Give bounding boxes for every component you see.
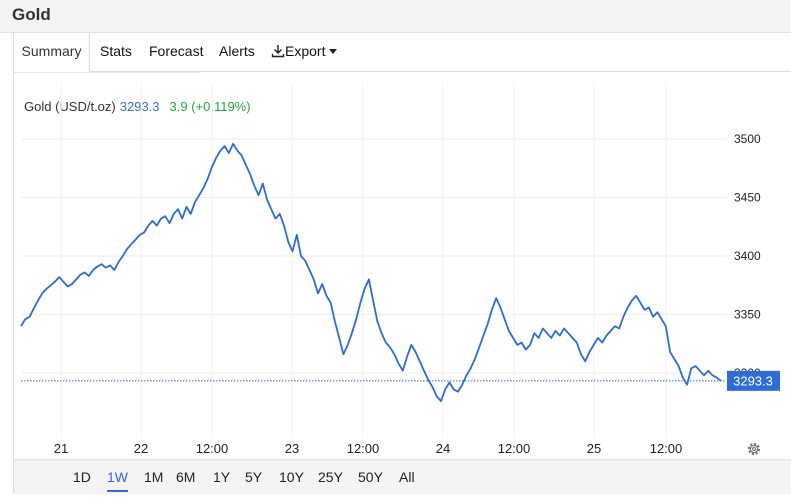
range-button-1y[interactable]: 1Y	[213, 469, 231, 485]
price-chart: 33003350340034503500 212212:002312:00241…	[20, 83, 780, 456]
tab-underline	[14, 72, 199, 73]
tab-forecast-label: Forecast	[149, 43, 204, 59]
chart-grid	[21, 83, 726, 438]
x-tick-label: 23	[285, 441, 299, 456]
y-tick-label: 3400	[734, 249, 761, 263]
x-tick-label: 22	[134, 441, 148, 456]
tab-stats-label: Stats	[100, 43, 132, 59]
chart-series-layer	[20, 142, 722, 403]
y-tick-label: 3500	[734, 132, 761, 146]
quote-line: Gold (USD/t.oz) 3293.3 3.9 (+0.119%)	[24, 99, 251, 114]
tab-export-label: Export	[285, 43, 326, 59]
page-title: Gold	[12, 5, 51, 24]
x-tick-label: 12:00	[650, 441, 683, 456]
range-button-10y[interactable]: 10Y	[279, 469, 304, 485]
x-tick-label: 12:00	[196, 441, 229, 456]
x-tick-label: 25	[587, 441, 601, 456]
title-bar: Gold	[0, 0, 791, 33]
range-button-1m[interactable]: 1M	[144, 469, 164, 485]
y-tick-label: 3350	[734, 308, 761, 322]
tab-forecast[interactable]: Forecast	[149, 33, 203, 71]
last-price: 3293.3	[119, 99, 160, 114]
tab-summary[interactable]: Summary	[14, 33, 90, 72]
price-change: 3.9 (+0.119%)	[169, 99, 251, 114]
tab-summary-label: Summary	[21, 43, 82, 59]
series-line	[20, 142, 722, 403]
x-tick-label: 12:00	[498, 441, 531, 456]
x-tick-label: 21	[54, 441, 68, 456]
last-price-tag	[727, 370, 780, 391]
range-button-all[interactable]: All	[399, 469, 415, 485]
x-axis-tick-labels: 21 22 12:00 23 12:00 24 12:00 25 12:00	[54, 441, 683, 456]
x-tick-label: 12:00	[347, 441, 380, 456]
range-button-50y[interactable]: 50Y	[358, 469, 383, 485]
range-button-25y[interactable]: 25Y	[318, 469, 343, 485]
tab-alerts-label: Alerts	[219, 43, 255, 59]
chart-card: Summary Stats Forecast Alerts Export Gol…	[13, 33, 791, 494]
range-button-5y[interactable]: 5Y	[245, 469, 263, 485]
x-tick-label: 24	[436, 441, 450, 456]
y-tick-label: 3450	[734, 191, 761, 205]
gear-icon[interactable]	[747, 442, 761, 456]
range-button-6m[interactable]: 6M	[176, 469, 196, 485]
tab-export[interactable]: Export	[271, 33, 338, 71]
last-price-tag-label: 3293.3	[733, 373, 773, 388]
tab-bar: Summary Stats Forecast Alerts Export	[14, 33, 791, 72]
download-icon	[271, 45, 285, 58]
range-selector: 1D 1W 1M 6M 1Y 5Y 10Y 25Y 50Y All	[14, 459, 791, 494]
tab-alerts[interactable]: Alerts	[219, 33, 255, 71]
instrument-name: Gold (USD/t.oz)	[24, 99, 116, 114]
last-price-marker: 3293.3	[727, 370, 780, 391]
chevron-down-icon	[329, 49, 338, 54]
y-axis-tick-labels: 33003350340034503500	[734, 132, 761, 380]
range-button-1d[interactable]: 1D	[73, 469, 91, 485]
range-button-1w[interactable]: 1W	[107, 460, 128, 492]
tab-stats[interactable]: Stats	[100, 33, 132, 71]
